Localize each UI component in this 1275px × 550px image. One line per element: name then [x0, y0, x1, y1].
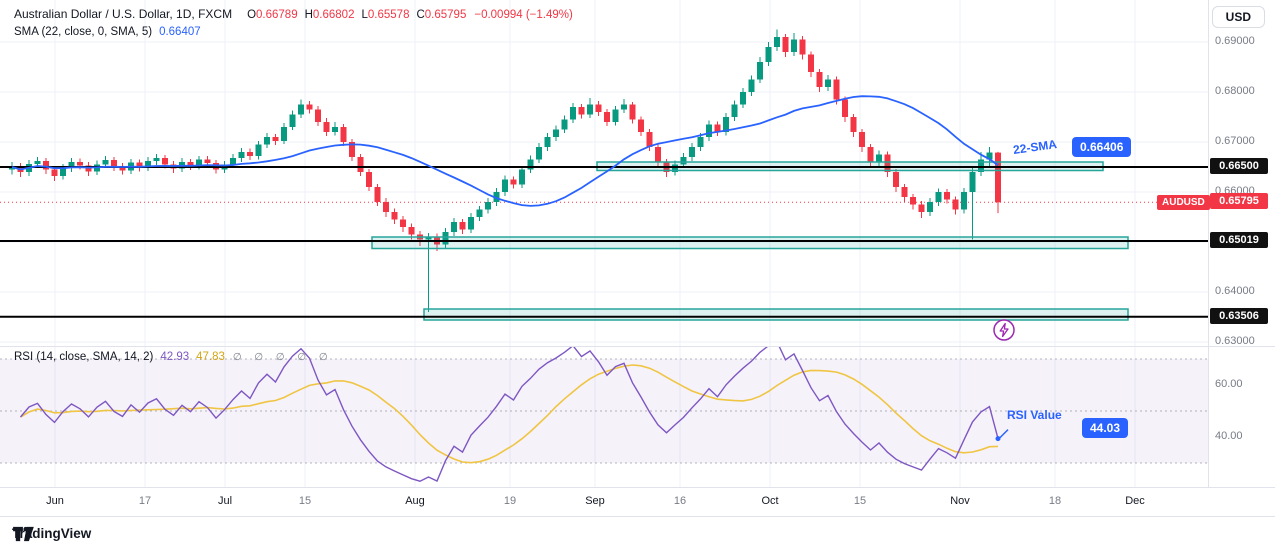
level-price-badge: 0.65019 — [1210, 232, 1268, 249]
sma-legend-title[interactable]: SMA (22, close, 0, SMA, 5) — [14, 26, 153, 38]
sma-callout-badge[interactable]: 0.66406 — [1072, 137, 1132, 157]
bottom-toolbar: TradingView — [0, 516, 1275, 550]
price-axis-label: 0.68000 — [1215, 85, 1255, 97]
level-price-badge: 0.66500 — [1210, 158, 1268, 174]
symbol-legend: Australian Dollar / U.S. Dollar, 1D, FXC… — [14, 7, 573, 38]
price-change: −0.00994 (−1.49%) — [474, 9, 573, 21]
symbol-title[interactable]: Australian Dollar / U.S. Dollar, 1D, FXC… — [14, 7, 233, 21]
close-value: 0.65795 — [424, 9, 467, 21]
time-axis-label: 15 — [853, 495, 867, 507]
time-axis-label: 16 — [673, 495, 687, 507]
price-chart[interactable] — [0, 0, 1208, 346]
time-axis-label: Jun — [46, 495, 64, 507]
price-axis-label: 0.64000 — [1215, 285, 1255, 297]
time-axis-label: Aug — [405, 495, 425, 507]
supply-demand-zone — [371, 236, 1129, 250]
close-label: C — [416, 9, 425, 21]
time-axis-label: Dec — [1125, 495, 1145, 507]
high-value: 0.66802 — [312, 9, 355, 21]
rsi-value: 42.93 — [160, 351, 190, 363]
currency-button[interactable]: USD — [1211, 6, 1265, 28]
time-axis-label: Nov — [950, 495, 970, 507]
time-axis-label: 19 — [503, 495, 517, 507]
axis-divider — [1208, 0, 1209, 487]
rsi-axis-label: 40.00 — [1215, 430, 1243, 442]
symbol-price-tag: AUDUSD — [1157, 195, 1210, 210]
rsi-callout-arrow — [999, 429, 1009, 439]
ohlc-row: Australian Dollar / U.S. Dollar, 1D, FXC… — [14, 7, 573, 21]
rsi-callout-label[interactable]: RSI Value — [1007, 408, 1062, 422]
price-axis-label: 0.69000 — [1215, 35, 1255, 47]
high-label: H — [304, 9, 313, 21]
price-axis[interactable]: 0.69000 0.68000 0.67000 0.66000 0.64000 0.630… — [1209, 0, 1275, 487]
time-axis-label: 15 — [298, 495, 312, 507]
sma-legend-value: 0.66407 — [159, 26, 201, 38]
rsi-empty-values: ∅ ∅ ∅ ∅ ∅ — [232, 352, 333, 363]
rsi-legend: RSI (14, close, SMA, 14, 2) 42.93 47.83 ∅ ∅… — [14, 351, 333, 363]
time-axis-label: Sep — [585, 495, 605, 507]
time-axis-label: Jul — [217, 495, 233, 507]
sma-legend-row: SMA (22, close, 0, SMA, 5) 0.66407 — [14, 26, 573, 38]
time-axis-label: 18 — [1048, 495, 1062, 507]
price-axis-label: 0.67000 — [1215, 135, 1255, 147]
sma-line[interactable] — [11, 95, 999, 207]
open-label: O — [247, 9, 257, 21]
rsi-end-dot — [995, 436, 1001, 442]
candles-layer — [9, 29, 1001, 312]
tradingview-logo-icon[interactable] — [12, 525, 36, 543]
low-label: L — [361, 9, 368, 21]
rsi-legend-title[interactable]: RSI (14, close, SMA, 14, 2) — [14, 351, 154, 363]
rsi-axis-label: 60.00 — [1215, 378, 1243, 390]
time-axis-label: 17 — [138, 495, 152, 507]
level-price-badge: 0.63506 — [1210, 307, 1268, 324]
open-value: 0.66789 — [256, 9, 298, 21]
low-value: 0.65578 — [367, 9, 410, 21]
supply-demand-zone — [423, 308, 1129, 321]
rsi-callout-badge[interactable]: 44.03 — [1082, 418, 1129, 438]
rsi-chart[interactable] — [0, 346, 1208, 487]
rsi-line[interactable] — [19, 346, 999, 482]
time-axis-label: Oct — [761, 495, 779, 507]
last-price-badge: 0.65795 — [1210, 193, 1268, 210]
rsi-ma-line[interactable] — [20, 364, 999, 464]
price-axis-label: 0.63000 — [1215, 335, 1255, 347]
time-axis[interactable]: Jun 17 Jul 15 Aug 19 Sep 16 Oct 15 Nov 18 Dec — [0, 487, 1275, 517]
pane-divider[interactable] — [0, 346, 1275, 347]
rsi-ma-value: 47.83 — [196, 351, 225, 363]
